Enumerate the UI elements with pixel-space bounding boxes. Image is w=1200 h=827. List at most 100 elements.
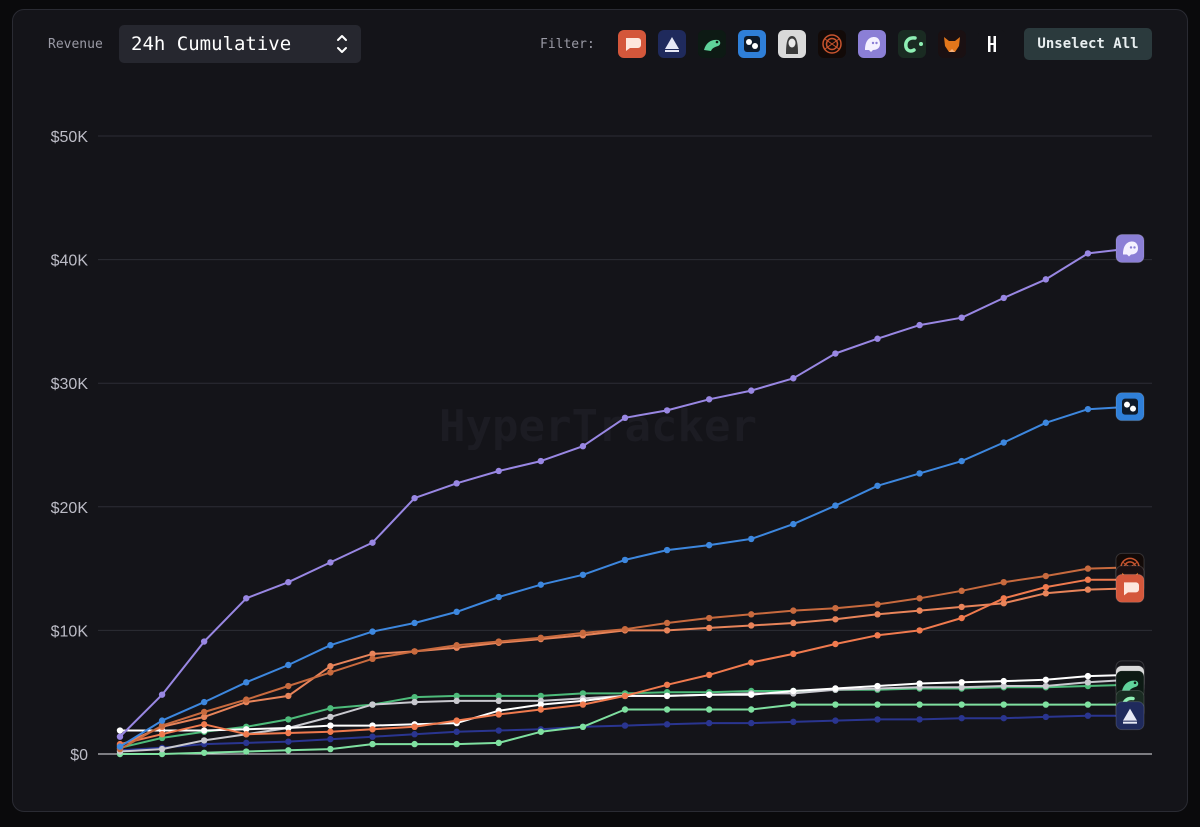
data-point <box>958 684 965 691</box>
data-point <box>621 706 629 713</box>
data-point <box>621 692 629 700</box>
data-point <box>1084 565 1092 572</box>
triangle-icon <box>1116 701 1144 730</box>
data-point <box>495 739 502 747</box>
revenue-mode-select[interactable]: 24h Cumulative <box>119 25 361 63</box>
data-point <box>369 655 376 663</box>
data-point <box>453 608 460 616</box>
data-point <box>327 642 334 649</box>
data-point <box>116 727 124 734</box>
data-point <box>495 727 502 734</box>
filter-dots[interactable] <box>738 30 766 58</box>
data-point <box>369 740 376 748</box>
series-triangle[interactable] <box>116 712 1134 754</box>
data-point <box>1084 250 1092 257</box>
data-point <box>1084 672 1092 680</box>
data-point <box>411 494 418 502</box>
data-point <box>243 696 250 703</box>
filter-chat-bubble[interactable] <box>618 30 646 58</box>
series-c-logo[interactable] <box>116 701 1134 758</box>
data-point <box>705 624 713 632</box>
data-point <box>748 535 755 543</box>
data-point <box>705 706 713 713</box>
chat-bubble-icon <box>1116 574 1144 603</box>
data-point <box>285 692 292 700</box>
data-point <box>200 638 208 645</box>
data-point <box>790 607 797 614</box>
data-point <box>790 375 797 382</box>
data-point <box>285 747 292 754</box>
data-point <box>832 616 839 623</box>
filter-portrait[interactable] <box>778 30 806 58</box>
data-point <box>958 714 965 722</box>
data-point <box>537 706 545 713</box>
data-point <box>1042 583 1050 591</box>
h-logo-icon <box>978 30 1006 58</box>
data-point <box>200 713 208 721</box>
data-point <box>621 722 629 729</box>
data-point <box>663 681 671 688</box>
data-point <box>1042 419 1050 426</box>
data-point <box>200 727 208 734</box>
data-point <box>1000 701 1007 708</box>
watermark-title: HyperTracker <box>439 401 757 452</box>
data-point <box>537 457 545 465</box>
data-point <box>1000 677 1007 685</box>
data-point <box>369 726 376 733</box>
triangle-icon <box>658 30 686 58</box>
data-point <box>705 541 713 549</box>
data-point <box>748 691 755 698</box>
data-point <box>243 731 250 738</box>
data-point <box>1042 572 1050 580</box>
data-point <box>748 611 755 618</box>
data-point <box>705 671 713 679</box>
ghost-icon <box>1116 234 1144 263</box>
data-point <box>327 663 334 670</box>
data-point <box>663 721 671 728</box>
data-point <box>495 467 502 475</box>
y-tick-label: $50K <box>51 129 89 146</box>
filter-triangle[interactable] <box>658 30 686 58</box>
unselect-all-button[interactable]: Unselect All <box>1024 28 1152 60</box>
series-fox[interactable] <box>116 576 1134 748</box>
data-point <box>411 698 418 706</box>
data-point <box>495 692 502 700</box>
data-point <box>916 701 923 708</box>
data-point <box>832 350 839 357</box>
data-point <box>1000 600 1007 607</box>
data-point <box>1084 712 1092 719</box>
filter-ghost[interactable] <box>858 30 886 58</box>
data-point <box>1000 682 1007 690</box>
filter-fox[interactable] <box>938 30 966 58</box>
data-point <box>495 593 502 601</box>
data-point <box>537 692 545 700</box>
series-ghost[interactable] <box>116 245 1134 740</box>
data-point <box>116 743 124 750</box>
data-point <box>453 692 460 700</box>
data-point <box>327 735 334 743</box>
data-point <box>411 723 418 731</box>
fox-icon <box>938 30 966 58</box>
data-point <box>663 407 671 414</box>
data-point <box>116 733 124 740</box>
data-point <box>1042 590 1050 597</box>
data-point <box>158 745 166 753</box>
data-point <box>1084 576 1092 583</box>
data-point <box>663 706 671 713</box>
filter-swirl[interactable] <box>818 30 846 58</box>
filter-h-logo[interactable] <box>978 30 1006 58</box>
y-tick-label: $0 <box>70 747 88 764</box>
data-point <box>790 718 797 726</box>
data-point <box>663 692 671 700</box>
data-point <box>411 619 418 627</box>
data-point <box>243 679 250 686</box>
data-point <box>705 614 713 622</box>
data-point <box>916 607 923 614</box>
data-point <box>1084 679 1092 686</box>
filter-c-logo[interactable] <box>898 30 926 58</box>
data-point <box>874 716 881 723</box>
revenue-label: Revenue <box>48 37 103 52</box>
dots-icon <box>1116 392 1144 421</box>
filter-frog[interactable] <box>698 30 726 58</box>
data-point <box>874 632 881 639</box>
